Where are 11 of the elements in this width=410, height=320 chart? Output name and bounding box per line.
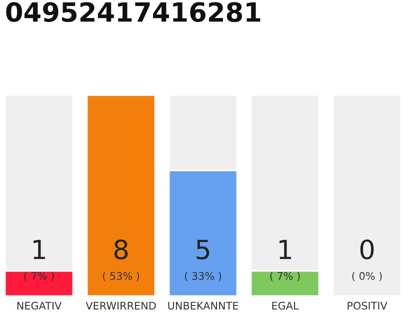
data-label: 5 ( 33% )	[184, 240, 222, 282]
x-tick-label: POSITIV	[348, 302, 388, 310]
x-tick-label: NEGATIV	[17, 302, 62, 310]
data-label: 1 ( 7% )	[270, 240, 300, 282]
chart-title: 04952417416281	[6, 2, 260, 22]
x-tick-label: UNBEKANNTE	[168, 302, 238, 310]
data-label: 0 ( 0% )	[352, 239, 382, 282]
x-tick-label: VERWIRREND	[86, 302, 156, 310]
data-label: 1 ( 7% )	[24, 240, 54, 282]
data-label: 8 ( 53% )	[102, 239, 140, 282]
x-tick-label: EGAL	[272, 302, 299, 310]
